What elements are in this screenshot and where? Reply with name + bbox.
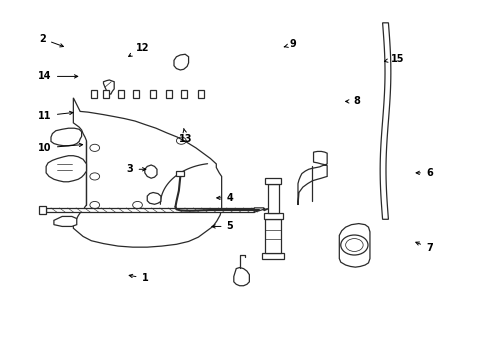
Polygon shape <box>297 152 326 205</box>
Text: 3: 3 <box>126 164 145 174</box>
Polygon shape <box>267 184 278 213</box>
Text: 15: 15 <box>384 54 404 64</box>
Text: 4: 4 <box>216 193 233 203</box>
Polygon shape <box>103 90 109 98</box>
Polygon shape <box>144 165 157 178</box>
Polygon shape <box>339 224 369 267</box>
Polygon shape <box>198 90 203 98</box>
Polygon shape <box>265 219 281 253</box>
Polygon shape <box>149 90 155 98</box>
Polygon shape <box>254 208 268 212</box>
Text: 7: 7 <box>415 242 432 253</box>
Polygon shape <box>39 206 46 214</box>
Polygon shape <box>264 178 281 184</box>
Polygon shape <box>46 208 254 212</box>
Text: 8: 8 <box>345 96 359 107</box>
Polygon shape <box>147 193 161 204</box>
Text: 5: 5 <box>211 221 233 231</box>
Polygon shape <box>118 90 123 98</box>
Text: 6: 6 <box>415 168 432 178</box>
Polygon shape <box>379 23 390 219</box>
Polygon shape <box>233 267 249 286</box>
Polygon shape <box>91 90 97 98</box>
Polygon shape <box>132 90 138 98</box>
Polygon shape <box>103 80 114 94</box>
Text: 14: 14 <box>39 71 78 81</box>
Text: 9: 9 <box>284 39 296 49</box>
Polygon shape <box>54 216 77 226</box>
Polygon shape <box>174 54 188 70</box>
Polygon shape <box>176 171 184 176</box>
Text: 10: 10 <box>39 143 82 153</box>
Polygon shape <box>264 213 283 219</box>
Text: 13: 13 <box>179 129 192 144</box>
Polygon shape <box>165 90 171 98</box>
Polygon shape <box>51 128 81 146</box>
Polygon shape <box>261 253 284 258</box>
Text: 11: 11 <box>39 111 73 121</box>
Polygon shape <box>46 156 86 182</box>
Polygon shape <box>181 90 187 98</box>
Text: 12: 12 <box>128 43 149 57</box>
Polygon shape <box>73 98 221 247</box>
Text: 1: 1 <box>129 273 148 283</box>
Text: 2: 2 <box>39 34 63 47</box>
